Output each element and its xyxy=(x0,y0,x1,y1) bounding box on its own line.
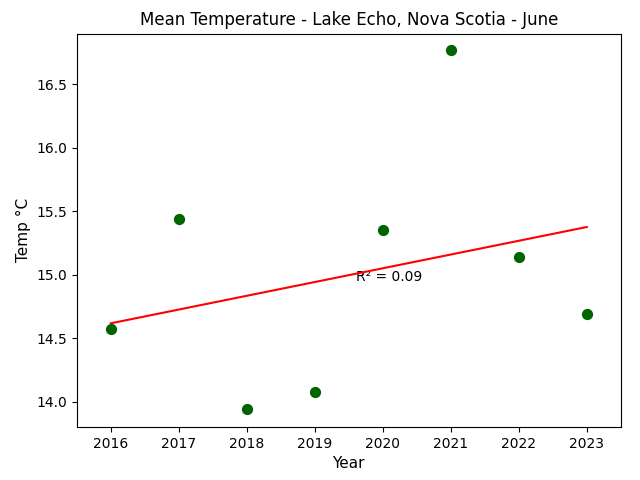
X-axis label: Year: Year xyxy=(333,456,365,471)
Point xyxy=(173,215,184,223)
Point xyxy=(242,406,252,413)
Point xyxy=(106,325,116,333)
Point xyxy=(378,227,388,234)
Y-axis label: Temp °C: Temp °C xyxy=(15,198,31,263)
Point xyxy=(582,311,592,318)
Point xyxy=(445,46,456,54)
Point xyxy=(514,253,524,261)
Title: Mean Temperature - Lake Echo, Nova Scotia - June: Mean Temperature - Lake Echo, Nova Scoti… xyxy=(140,11,558,29)
Point xyxy=(310,388,320,396)
Text: R² = 0.09: R² = 0.09 xyxy=(356,270,422,284)
